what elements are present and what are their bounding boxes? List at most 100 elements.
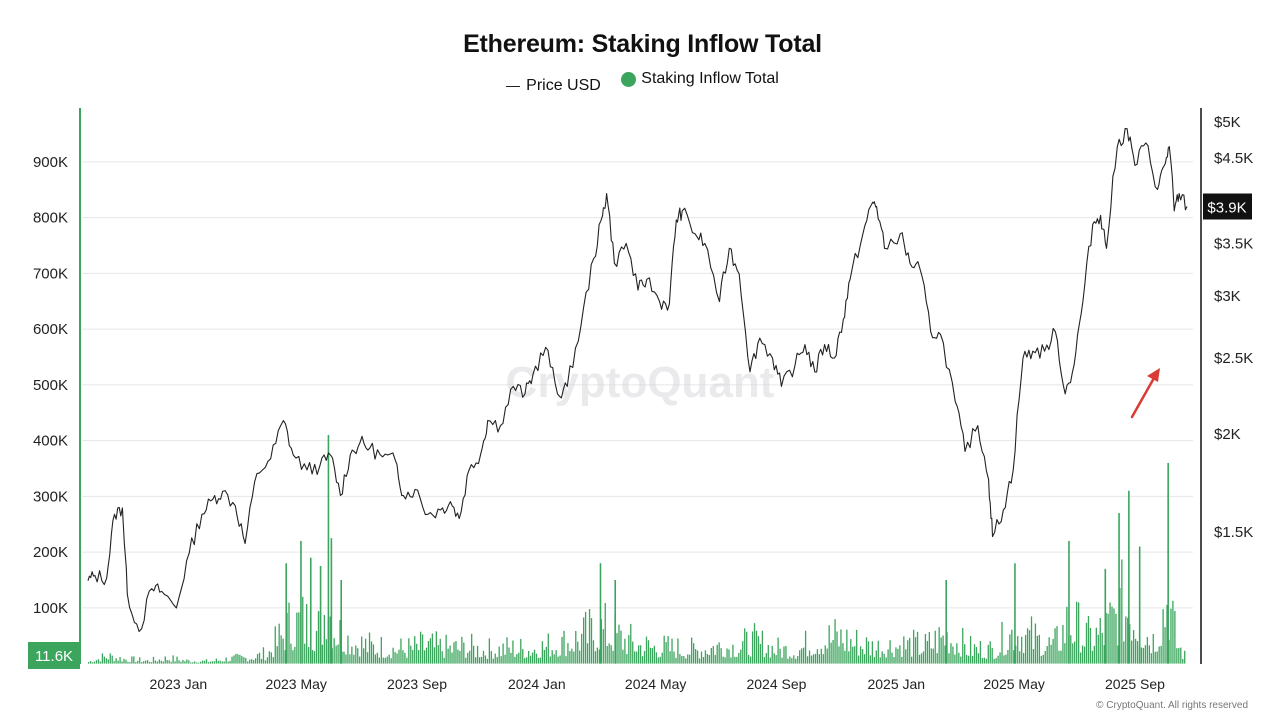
inflow-bar: [734, 656, 736, 664]
y-right-tick-label: $3K: [1214, 288, 1241, 305]
inflow-bar: [1072, 643, 1074, 664]
inflow-bar: [663, 635, 665, 664]
inflow-bar: [848, 651, 850, 664]
watermark-text: CryptoQuant: [506, 358, 775, 407]
inflow-bar: [247, 661, 249, 664]
inflow-bar: [958, 652, 960, 664]
inflow-bar: [989, 641, 991, 664]
inflow-bar: [296, 612, 298, 664]
inflow-bar: [1148, 645, 1150, 664]
inflow-bar: [926, 640, 929, 664]
inflow-bar: [461, 636, 463, 664]
inflow-bar: [571, 648, 573, 664]
inflow-bar: [372, 644, 375, 664]
inflow-bar: [217, 660, 219, 664]
inflow-bar: [777, 637, 779, 664]
inflow-bar: [804, 630, 807, 664]
inflow-bar: [610, 645, 612, 664]
inflow-bar: [694, 649, 697, 664]
inflow-bar: [264, 660, 267, 664]
inflow-bar: [857, 655, 860, 664]
y-right-tick-label: $5K: [1214, 114, 1241, 131]
inflow-bar: [349, 654, 351, 664]
legend-dot-marker: [621, 71, 637, 87]
y-left-tick-label: 900K: [33, 154, 68, 171]
inflow-bar: [834, 619, 836, 664]
inflow-bar: [563, 630, 565, 664]
inflow-bar: [245, 658, 247, 664]
legend-item-price[interactable]: Price USD: [506, 77, 601, 95]
inflow-bar: [661, 652, 663, 664]
inflow-bar: [215, 658, 217, 664]
inflow-bar: [529, 655, 532, 664]
inflow-bar: [657, 657, 659, 664]
inflow-bar: [706, 654, 709, 664]
inflow-bar: [474, 657, 477, 664]
inflow-bar: [577, 641, 579, 664]
inflow-bar: [1048, 637, 1050, 664]
inflow-bar: [553, 654, 555, 664]
inflow-bar: [233, 655, 235, 664]
inflow-bar: [924, 634, 927, 664]
inflow-bar: [806, 656, 809, 664]
inflow-bar: [673, 651, 675, 664]
inflow-bar: [304, 643, 306, 664]
inflow-bar: [704, 650, 707, 664]
inflow-bar: [655, 652, 657, 664]
inflow-bar: [887, 649, 889, 664]
inflow-bar: [1003, 655, 1005, 664]
inflow-bar: [647, 640, 650, 664]
y-right-tick-label: $2.5K: [1214, 350, 1253, 367]
y-left-tick-label: 800K: [33, 210, 68, 227]
inflow-bar: [1172, 600, 1174, 664]
inflow-bar: [1105, 612, 1107, 664]
inflow-bar: [435, 631, 437, 664]
inflow-bar: [712, 646, 714, 664]
inflow-bar: [852, 646, 854, 664]
inflow-bar: [726, 648, 728, 664]
inflow-bar: [698, 658, 701, 664]
inflow-bar: [934, 630, 936, 664]
inflow-bar: [691, 637, 693, 664]
inflow-bar: [744, 628, 746, 664]
inflow-bar: [429, 638, 432, 664]
inflow-bar-spike: [1128, 490, 1130, 664]
inflow-bar: [856, 629, 858, 664]
inflow-bar: [1005, 654, 1007, 664]
inflow-bar: [1131, 640, 1133, 664]
legend-item-staking[interactable]: Staking Inflow Total: [621, 70, 779, 88]
inflow-bar: [573, 651, 575, 664]
inflow-bar: [221, 661, 223, 664]
inflow-bar: [547, 633, 549, 664]
inflow-bar: [1058, 650, 1060, 664]
inflow-bar: [871, 641, 874, 664]
inflow-bar-spike: [1167, 462, 1169, 664]
inflow-bar: [714, 654, 716, 664]
inflow-bar: [1017, 636, 1019, 664]
inflow-bar: [186, 659, 188, 664]
inflow-bar: [1038, 634, 1040, 664]
red-arrow-head: [1147, 368, 1160, 382]
inflow-bar: [172, 655, 174, 664]
inflow-bar: [168, 660, 170, 664]
inflow-bar: [1019, 651, 1021, 664]
inflow-bar: [105, 658, 107, 664]
inflow-bar: [773, 653, 775, 664]
inflow-bar: [364, 638, 367, 664]
inflow-bar: [877, 640, 879, 664]
legend-label-price: Price USD: [526, 77, 601, 94]
inflow-bar: [653, 645, 656, 664]
inflow-bar: [579, 650, 581, 664]
inflow-bar: [176, 656, 178, 664]
inflow-bar: [916, 631, 919, 664]
inflow-bar: [325, 639, 327, 664]
inflow-bar: [119, 656, 121, 664]
inflow-bar: [484, 655, 487, 664]
inflow-bar: [280, 635, 282, 664]
inflow-bar: [1034, 623, 1037, 664]
inflow-bar: [1103, 645, 1105, 664]
inflow-bar: [722, 656, 724, 664]
inflow-bar: [967, 655, 970, 664]
inflow-bar: [99, 661, 102, 664]
